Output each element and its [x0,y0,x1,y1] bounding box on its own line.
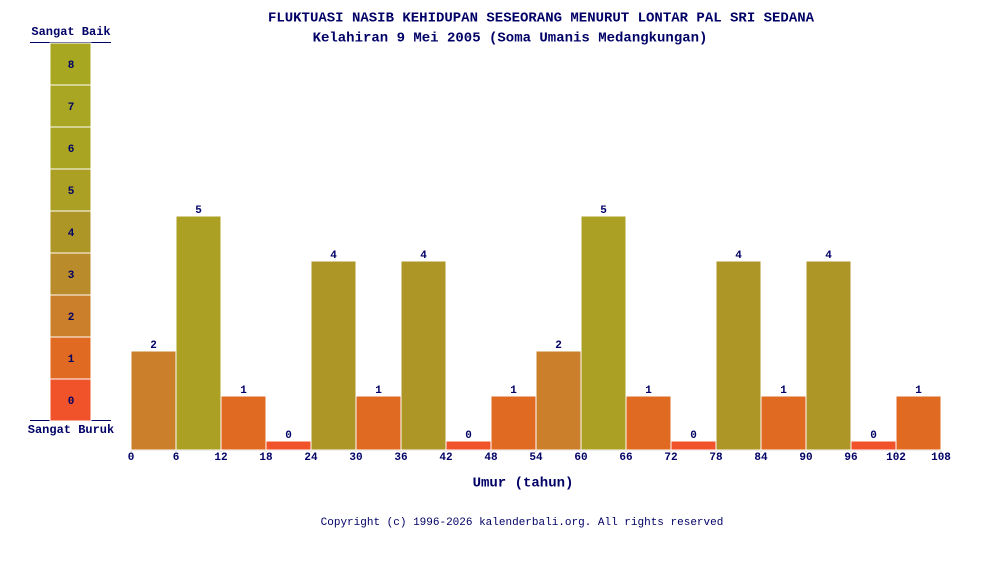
scale-cell [49,378,92,422]
scale-level-label: 6 [68,144,75,156]
value-label: 0 [285,430,292,442]
bar [490,395,537,451]
x-tick-label: 90 [799,452,812,464]
x-tick-label: 66 [619,452,632,464]
x-tick-label: 108 [931,452,951,464]
value-label: 1 [645,385,652,397]
value-label: 1 [375,385,382,397]
value-label: 4 [735,250,742,262]
scale-top-label: Sangat Baik [31,25,110,39]
value-label: 4 [330,250,337,262]
bar [625,395,672,451]
scale-cell [49,42,92,86]
scale-cell [49,84,92,128]
x-axis-label: Umur (tahun) [473,476,574,492]
bar [805,260,852,451]
value-label: 1 [780,385,787,397]
bar [580,215,627,451]
x-tick-label: 60 [574,452,587,464]
bar [535,350,582,451]
bar [760,395,807,451]
bar [400,260,447,451]
value-label: 5 [195,205,202,217]
scale-bottom-label: Sangat Buruk [28,423,114,437]
x-tick-label: 18 [259,452,273,464]
x-tick-label: 54 [529,452,543,464]
scale-level-label: 2 [68,312,75,324]
value-label: 4 [420,250,427,262]
bar [130,350,177,451]
value-label: 1 [915,385,922,397]
x-tick-label: 72 [664,452,677,464]
scale-level-label: 5 [68,186,75,198]
x-tick-label: 84 [754,452,768,464]
scale-cell [49,126,92,170]
value-label: 0 [870,430,877,442]
bar [895,395,942,451]
value-label: 1 [240,385,247,397]
scale-level-label: 1 [68,354,75,366]
bar [220,395,267,451]
x-tick-label: 102 [886,452,906,464]
x-tick-label: 78 [709,452,723,464]
value-label: 2 [555,340,562,352]
bar [265,440,312,451]
scale-level-label: 4 [68,228,75,240]
x-tick-label: 96 [844,452,857,464]
scale-level-label: 0 [68,396,75,408]
x-tick-label: 0 [128,452,135,464]
x-tick-label: 12 [214,452,227,464]
bar [355,395,402,451]
value-label: 0 [465,430,472,442]
bar [850,440,897,451]
x-tick-label: 36 [394,452,407,464]
scale-cell [49,252,92,296]
bar [715,260,762,451]
value-label: 1 [510,385,517,397]
chart-subtitle: Kelahiran 9 Mei 2005 (Soma Umanis Medang… [313,31,708,47]
x-tick-label: 42 [439,452,452,464]
scale-cell [49,168,92,212]
copyright: Copyright (c) 1996-2026 kalenderbali.org… [321,517,724,529]
x-tick-label: 6 [173,452,180,464]
value-label: 2 [150,340,157,352]
x-tick-label: 30 [349,452,362,464]
bar [445,440,492,451]
x-tick-label: 24 [304,452,318,464]
value-label: 0 [690,430,697,442]
x-tick-label: 48 [484,452,498,464]
bar [670,440,717,451]
chart-title: FLUKTUASI NASIB KEHIDUPAN SESEORANG MENU… [268,11,815,27]
scale-level-label: 8 [68,60,75,72]
scale-level-label: 7 [68,102,75,114]
bar [310,260,357,451]
scale-cell [49,294,92,338]
bar [175,215,222,451]
value-label: 5 [600,205,607,217]
value-label: 4 [825,250,832,262]
scale-level-label: 3 [68,270,75,282]
